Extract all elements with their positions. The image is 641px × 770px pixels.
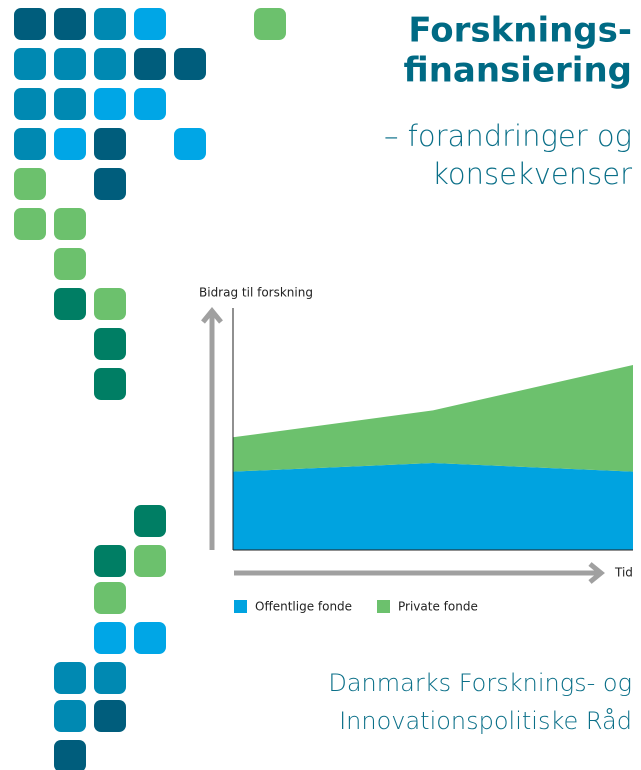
square xyxy=(54,248,86,280)
square xyxy=(94,700,126,732)
square xyxy=(14,8,46,40)
square xyxy=(54,48,86,80)
arrows xyxy=(201,307,605,584)
square xyxy=(174,128,206,160)
square xyxy=(94,662,126,694)
square xyxy=(94,8,126,40)
square xyxy=(134,8,166,40)
square xyxy=(134,622,166,654)
legend-label: Private fonde xyxy=(398,600,478,614)
square xyxy=(94,545,126,577)
square xyxy=(94,288,126,320)
x-arrowhead xyxy=(588,562,605,584)
subtitle-line: – forandringer og xyxy=(384,119,632,153)
square xyxy=(14,208,46,240)
square xyxy=(14,168,46,200)
subtitle-line: konsekvenser xyxy=(432,157,632,191)
square xyxy=(14,48,46,80)
square xyxy=(14,88,46,120)
y-arrowhead xyxy=(201,307,223,324)
square xyxy=(54,128,86,160)
square xyxy=(54,8,86,40)
legend-label: Offentlige fonde xyxy=(255,600,352,614)
square xyxy=(94,128,126,160)
title-line: Forsknings- xyxy=(408,11,632,51)
square xyxy=(134,48,166,80)
square xyxy=(134,505,166,537)
square xyxy=(54,208,86,240)
square xyxy=(54,700,86,732)
square xyxy=(94,168,126,200)
square xyxy=(54,88,86,120)
area xyxy=(233,463,633,550)
square xyxy=(174,48,206,80)
square xyxy=(94,582,126,614)
footer-line: Innovationspolitiske Råd xyxy=(339,707,632,735)
x-axis-label: Tid xyxy=(614,566,633,580)
square xyxy=(54,662,86,694)
decor-squares xyxy=(14,8,286,770)
legend-swatch xyxy=(377,600,390,613)
square xyxy=(94,368,126,400)
footer-line: Danmarks Forsknings- og xyxy=(328,669,632,697)
square xyxy=(94,622,126,654)
square xyxy=(54,288,86,320)
area xyxy=(233,365,633,472)
title-line: finansiering xyxy=(404,51,632,91)
y-axis-label: Bidrag til forskning xyxy=(199,286,313,300)
square xyxy=(94,48,126,80)
square xyxy=(54,740,86,770)
square xyxy=(254,8,286,40)
legend-swatch xyxy=(234,600,247,613)
square xyxy=(94,328,126,360)
square xyxy=(14,128,46,160)
square xyxy=(134,88,166,120)
square xyxy=(94,88,126,120)
square xyxy=(134,545,166,577)
